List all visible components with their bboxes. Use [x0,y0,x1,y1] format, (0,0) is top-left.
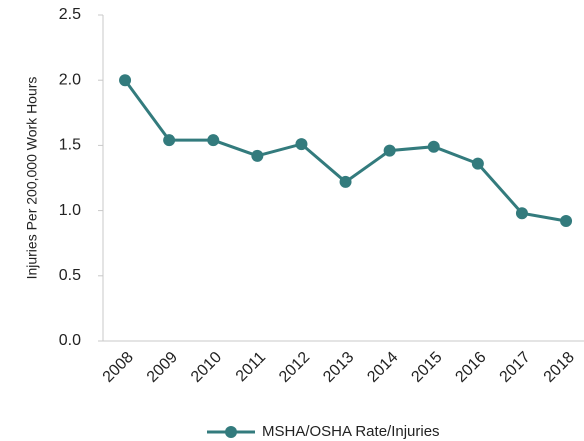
point [163,134,176,147]
x-tick-label: 2008 [100,349,137,386]
point [251,149,264,162]
y-tick-label: 2.5 [59,6,81,23]
point [339,175,352,188]
x-tick-label: 2009 [144,349,181,386]
x-tick-label: 2014 [364,349,401,386]
legend-marker [225,426,237,438]
y-tick-label: 0.5 [59,267,81,284]
point [383,144,396,157]
x-tick-label: 2010 [188,349,225,386]
point [207,134,220,147]
point [427,140,440,153]
y-tick-label: 0.0 [59,332,81,349]
y-tick-label: 1.5 [59,137,81,154]
x-tick-label: 2011 [233,349,269,385]
x-tick-label: 2015 [408,349,445,386]
point [560,215,573,228]
x-tick-label: 2016 [452,349,489,386]
x-tick-label: 2012 [276,349,313,386]
x-tick-label: 2013 [320,349,357,386]
x-tick-label: 2017 [497,349,534,386]
point [119,74,132,87]
y-axis-title: Injuries Per 200,000 Work Hours [24,77,40,280]
x-tick-label: 2018 [541,349,578,386]
y-tick-label: 1.0 [59,202,81,219]
point [295,138,308,151]
legend-label: MSHA/OSHA Rate/Injuries [262,423,440,440]
point [515,207,528,220]
y-tick-label: 2.0 [59,71,81,88]
series-line [123,79,567,223]
point [471,157,484,170]
